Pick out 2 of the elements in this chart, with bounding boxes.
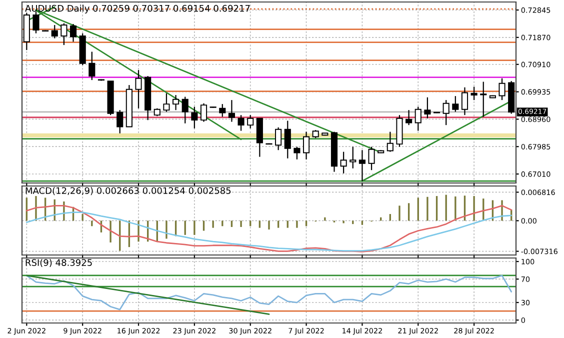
chart-title: RSI(9) 48.3925 [26, 258, 92, 268]
chart-title: MACD(12,26,9) 0.002663 0.001254 0.002585 [26, 187, 231, 196]
